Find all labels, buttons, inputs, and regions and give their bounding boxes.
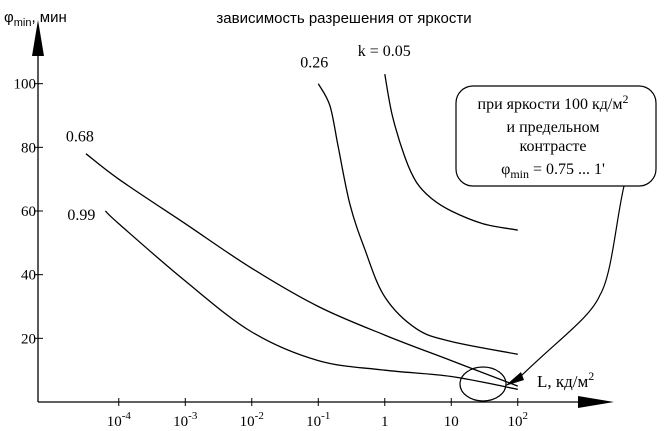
- x-tick-label: 10-3: [173, 410, 198, 430]
- x-axis: [38, 396, 614, 408]
- y-axis-arrow: [32, 20, 44, 56]
- x-tick-label: 102: [508, 410, 529, 430]
- series-line-0-68: [85, 153, 519, 387]
- x-tick-label: 10-4: [107, 410, 132, 430]
- series-label-k-0-05: k = 0.05: [358, 43, 411, 60]
- series-label-0-68: 0.68: [66, 129, 94, 146]
- series-line-k-0-05: [384, 73, 518, 231]
- y-ticks: 20 40 60 80 100: [14, 77, 43, 347]
- x-ticks: 10-4 10-3 10-2 10-1 1 10 102: [107, 398, 528, 430]
- series-label-0-99: 0.99: [67, 207, 95, 224]
- x-tick-label: 1: [381, 414, 389, 430]
- series-lines: 0.68 0.99 0.26 k = 0.05: [66, 43, 519, 390]
- series-label-0-26: 0.26: [300, 55, 328, 72]
- callout-line-3: контрасте: [519, 138, 586, 155]
- callout-arrowhead: [505, 372, 524, 386]
- callout-line-2: и предельном: [507, 119, 600, 136]
- callout-line-4: φmin = 0.75 ... 1': [501, 161, 605, 181]
- y-tick-label: 60: [21, 204, 36, 220]
- callout-pointer: [518, 185, 625, 379]
- x-tick-label: 10-1: [306, 410, 330, 430]
- y-tick-label: 80: [21, 140, 36, 156]
- x-tick-label: 10: [444, 414, 459, 430]
- y-tick-label: 20: [21, 331, 36, 347]
- series-line-0-26: [317, 83, 518, 355]
- x-tick-label: 10-2: [240, 410, 264, 430]
- y-tick-label: 100: [14, 77, 37, 93]
- chart-title: зависимость разрешения от яркости: [216, 10, 471, 27]
- callout-box: [455, 85, 657, 187]
- y-axis-label: φmin, мин: [4, 9, 67, 29]
- x-axis-arrow: [578, 396, 614, 408]
- annotation-callout: при яркости 100 кд/м2 и предельном контр…: [455, 85, 657, 386]
- series-line-0-99: [104, 210, 518, 390]
- x-axis-label: L, кд/м2: [537, 369, 594, 391]
- callout-line-1: при яркости 100 кд/м2: [478, 92, 629, 113]
- highlight-ellipse: [459, 366, 507, 402]
- y-axis: [32, 20, 44, 402]
- y-tick-label: 40: [21, 268, 36, 284]
